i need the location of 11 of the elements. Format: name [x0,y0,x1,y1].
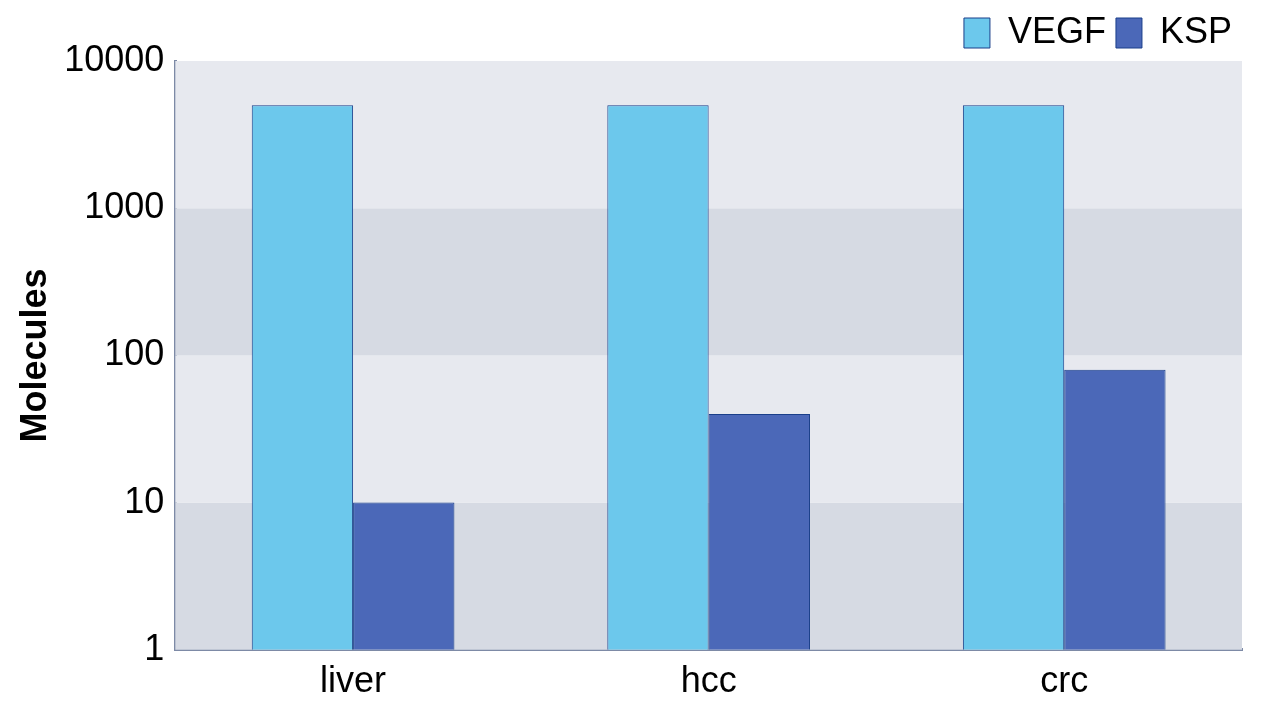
y-tick-label: 1000 [84,185,165,227]
legend-label: KSP [1159,9,1233,51]
y-tick-label: 1 [144,626,165,668]
x-tick-label: hcc [680,659,737,701]
y-tick-label: 10 [124,479,165,521]
y-tick-label: 100 [104,332,165,374]
y-tick-label: 10000 [64,37,165,79]
legend-label: VEGF [1007,9,1106,51]
y-axis-title: Molecules [12,268,54,443]
x-tick-label: crc [1040,659,1089,701]
x-tick-label: liver [320,659,387,701]
